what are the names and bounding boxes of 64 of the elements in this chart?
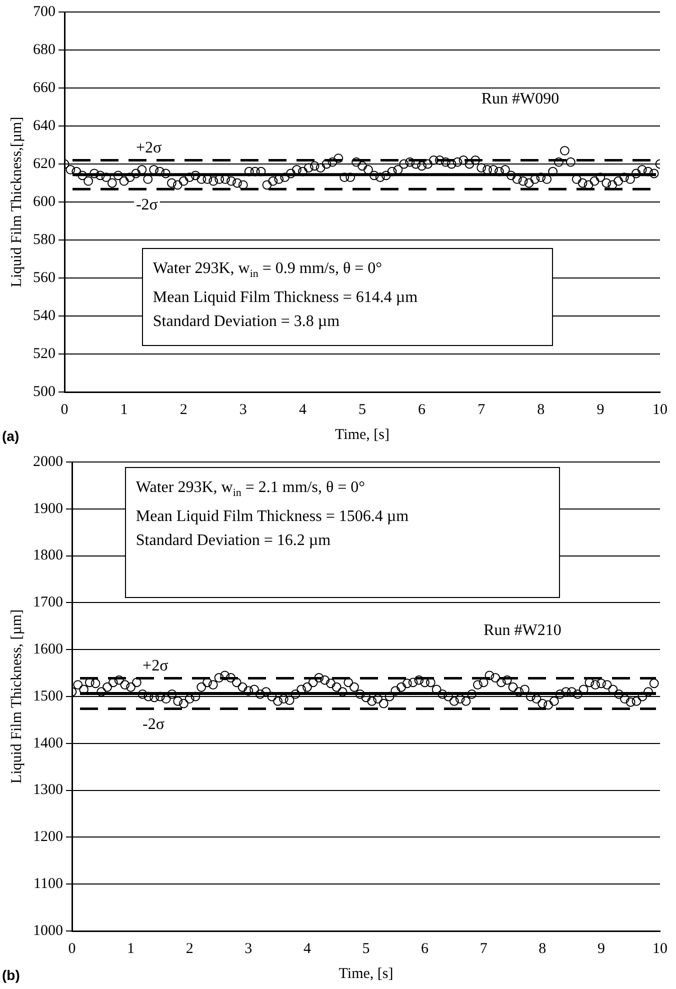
ref-line-label: +2σ xyxy=(136,139,162,156)
x-tick-label: 8 xyxy=(538,940,546,957)
x-tick-label: 4 xyxy=(303,940,312,957)
text: (a) xyxy=(2,428,20,444)
y-tick-label: 1400 xyxy=(33,735,63,752)
y-tick-label: 640 xyxy=(33,118,56,134)
x-tick-label: 4 xyxy=(298,402,307,418)
y-tick-label: 620 xyxy=(33,156,56,172)
annotation: Run #W210 xyxy=(484,622,562,640)
annotation: Water 293K, w$_{in}$ = 2.1 mm/s, θ = 0° xyxy=(136,478,366,501)
x-axis-title: Time, [s] xyxy=(335,426,390,443)
y-tick-label: 1200 xyxy=(33,829,63,846)
note-box: Water 293K, w$_{in}$ = 0.9 mm/s, θ = 0° Mean Liquid Film Thickness = 614.4 µm Standard Deviation = 3.8 µm xyxy=(142,248,553,346)
x-tick-label: 3 xyxy=(239,402,247,418)
annotation: Water 293K, w$_{in}$ = 0.9 mm/s, θ = 0° xyxy=(152,258,384,282)
x-tick-label: 8 xyxy=(537,402,545,418)
annotation: Mean Liquid Film Thickness = 1506.4 µm xyxy=(136,506,410,527)
x-tick-label: 0 xyxy=(68,940,76,957)
y-tick-label: 520 xyxy=(33,346,56,362)
y-axis-title: Liquid Film Thickness,[µm] xyxy=(8,116,25,288)
x-tick-label: 3 xyxy=(244,940,252,957)
ref-line-label: +2σ xyxy=(142,658,169,675)
annotation: Mean Liquid Film Thickness = 614.4 µm xyxy=(152,288,419,308)
y-tick-label: 540 xyxy=(33,308,56,324)
y-axis-title: Liquid Film Thickness, [µm] xyxy=(8,609,25,784)
x-tick-label: 10 xyxy=(652,402,668,418)
x-tick-label: 1 xyxy=(127,940,135,957)
y-tick-label: 1700 xyxy=(33,594,63,611)
x-tick-label: 5 xyxy=(358,402,366,418)
annotation: Standard Deviation = 16.2 µm xyxy=(136,530,332,551)
y-tick-label: 1000 xyxy=(33,922,63,939)
y-tick-label: 660 xyxy=(33,80,56,96)
y-tick-label: 1300 xyxy=(33,782,63,798)
y-tick-label: 1100 xyxy=(34,876,63,892)
x-tick-label: 1 xyxy=(120,402,128,418)
y-tick-label: 1900 xyxy=(33,500,63,517)
x-tick-label: 2 xyxy=(180,402,188,418)
x-tick-label: 6 xyxy=(421,940,430,957)
x-tick-label: 6 xyxy=(418,402,426,418)
annotation: Run #W090 xyxy=(481,90,560,108)
annotation: Standard Deviation = 3.8 µm xyxy=(152,312,341,332)
note-box: Water 293K, w$_{in}$ = 2.1 mm/s, θ = 0° Mean Liquid Film Thickness = 1506.4 µm Standard Deviation = 16.2 µm xyxy=(124,466,560,598)
y-tick-label: 580 xyxy=(33,232,56,248)
x-axis-title: Time, [s] xyxy=(338,966,394,982)
y-tick-label: 560 xyxy=(33,270,56,286)
x-tick-label: 7 xyxy=(478,402,486,418)
ref-line-label: -2σ xyxy=(136,196,158,214)
y-tick-label: 1600 xyxy=(33,642,63,658)
ref-line-label: -2σ xyxy=(142,716,165,733)
y-tick-label: 700 xyxy=(33,4,56,20)
y-tick-label: 1800 xyxy=(33,548,63,564)
y-tick-label: 500 xyxy=(33,384,56,400)
x-tick-label: 9 xyxy=(596,402,604,418)
y-tick-label: 2000 xyxy=(33,454,63,470)
text: (b) xyxy=(2,967,20,983)
x-tick-label: 10 xyxy=(652,940,668,957)
x-tick-label: 7 xyxy=(480,940,488,957)
y-tick-label: 600 xyxy=(33,194,56,210)
x-tick-label: 5 xyxy=(362,940,370,957)
y-tick-label: 680 xyxy=(33,42,56,58)
x-tick-label: 9 xyxy=(597,940,605,957)
x-tick-label: 2 xyxy=(186,940,194,957)
x-tick-label: 0 xyxy=(60,402,68,418)
y-tick-label: 1500 xyxy=(33,688,63,704)
